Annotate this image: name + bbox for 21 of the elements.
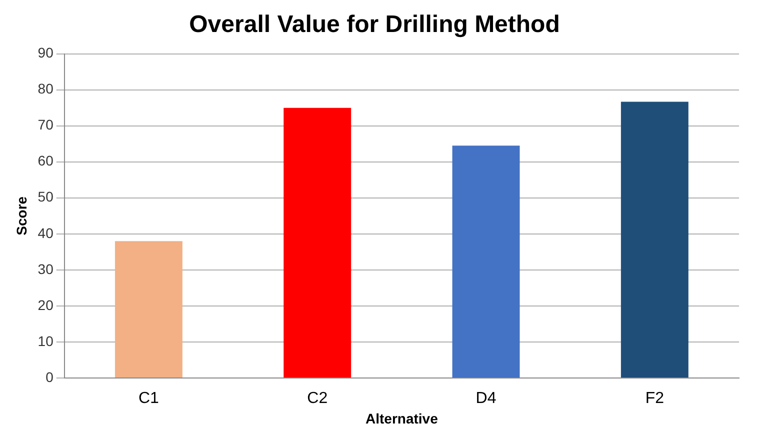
bar (284, 108, 352, 378)
y-tick-label: 50 (38, 188, 54, 205)
y-axis-title: Score (13, 196, 30, 236)
x-tick-label: C2 (307, 390, 328, 408)
x-axis-title: Alternative (366, 410, 438, 426)
y-tick-label: 60 (38, 152, 54, 169)
y-tick-label: 30 (38, 260, 54, 277)
x-tick-label: C1 (138, 390, 160, 408)
y-tick-label: 20 (38, 296, 54, 313)
y-tick-label: 80 (38, 80, 54, 97)
bar (452, 146, 520, 378)
y-tick-label: 70 (38, 116, 54, 133)
chart-title: Overall Value for Drilling Method (189, 11, 560, 38)
y-tick-label: 0 (46, 368, 54, 385)
bar (620, 102, 688, 378)
bar (114, 241, 182, 378)
y-tick-label: 40 (38, 224, 54, 241)
x-tick-label: D4 (476, 390, 496, 408)
y-tick-label: 90 (38, 44, 54, 61)
y-tick-label: 10 (38, 332, 54, 349)
x-tick-label: F2 (645, 390, 664, 408)
